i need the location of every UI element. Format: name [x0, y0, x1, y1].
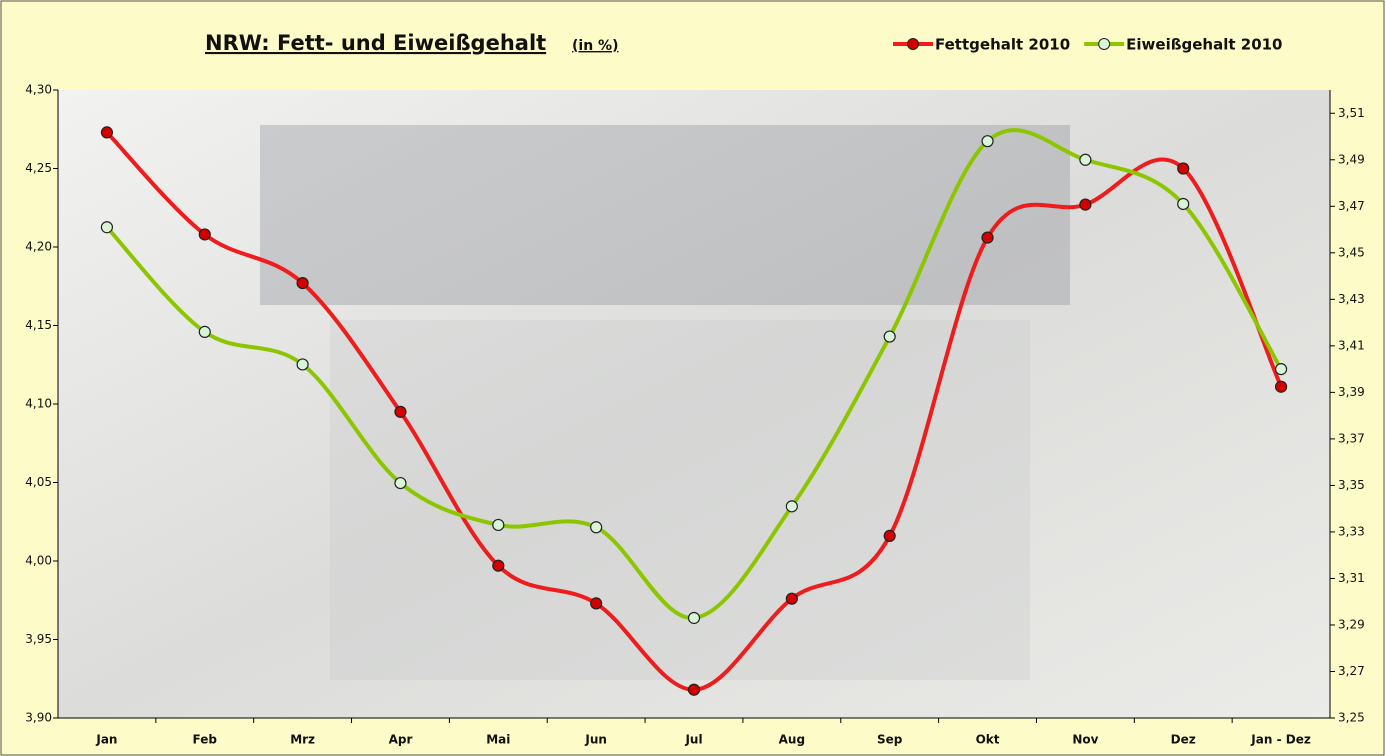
- point: [785, 500, 798, 513]
- y2-tick-label: 3,33: [1338, 524, 1365, 538]
- point: [785, 592, 798, 605]
- point: [590, 597, 603, 610]
- point: [1177, 197, 1190, 211]
- legend-label: Eiweißgehalt 2010: [1126, 36, 1282, 54]
- point: [296, 358, 309, 371]
- y2-tick-label: 3,43: [1338, 292, 1365, 306]
- y-tick-label: 3,95: [25, 632, 52, 646]
- y2-tick-label: 3,31: [1338, 571, 1365, 585]
- device-top: [260, 125, 1070, 305]
- x-tick-label: Jan: [95, 733, 117, 747]
- point: [687, 683, 701, 696]
- device-body: [330, 320, 1030, 680]
- y2-tick-label: 3,39: [1338, 385, 1365, 399]
- x-tick-label: Sep: [877, 733, 903, 747]
- point: [981, 231, 994, 244]
- x-tick-label: Dez: [1171, 733, 1196, 747]
- point: [100, 126, 114, 139]
- y2-tick-label: 3,49: [1338, 152, 1365, 166]
- y2-tick-label: 3,45: [1338, 245, 1365, 259]
- point: [1079, 153, 1092, 166]
- point: [296, 277, 309, 290]
- x-tick-label: Okt: [976, 733, 1000, 747]
- chart-title: NRW: Fett- und Eiweißgehalt: [205, 31, 546, 55]
- point: [198, 228, 211, 241]
- y-tick-label: 4,25: [25, 161, 52, 175]
- y2-tick-label: 3,51: [1338, 106, 1365, 120]
- point: [1274, 363, 1288, 376]
- x-tick-label: Nov: [1072, 733, 1098, 747]
- y2-tick-label: 3,25: [1338, 711, 1365, 725]
- x-tick-label: Mai: [486, 733, 510, 747]
- point: [883, 529, 896, 542]
- x-tick-label: Mrz: [290, 733, 315, 747]
- point: [883, 330, 896, 343]
- legend-marker: [907, 38, 919, 50]
- y-tick-label: 4,20: [25, 240, 52, 254]
- x-tick-label: Jun: [584, 733, 607, 747]
- x-tick-label: Aug: [779, 733, 805, 747]
- y2-tick-label: 3,35: [1338, 478, 1365, 492]
- point: [981, 135, 994, 148]
- y-tick-label: 4,30: [25, 83, 52, 97]
- point: [687, 611, 701, 625]
- point: [394, 476, 407, 490]
- x-tick-label: Jul: [684, 733, 702, 747]
- y-tick-label: 4,05: [25, 475, 52, 489]
- point: [492, 518, 505, 532]
- y2-tick-label: 3,47: [1338, 199, 1365, 213]
- y-tick-label: 4,15: [25, 318, 52, 332]
- x-tick-label: Jan - Dez: [1250, 733, 1311, 747]
- chart-title-unit: (in %): [572, 38, 618, 54]
- legend-label: Fettgehalt 2010: [935, 36, 1070, 54]
- x-tick-label: Feb: [193, 733, 218, 747]
- x-tick-label: Apr: [389, 733, 413, 747]
- y2-tick-label: 3,29: [1338, 617, 1365, 631]
- point: [1274, 380, 1288, 393]
- point: [590, 521, 603, 534]
- y2-tick-label: 3,37: [1338, 431, 1365, 445]
- y-tick-label: 4,10: [25, 397, 52, 411]
- y-tick-label: 3,90: [25, 711, 52, 725]
- point: [1177, 162, 1190, 175]
- y2-tick-label: 3,41: [1338, 338, 1365, 352]
- point: [198, 325, 211, 338]
- point: [394, 405, 407, 418]
- point: [100, 221, 114, 234]
- y-tick-label: 4,00: [25, 554, 52, 568]
- y2-tick-label: 3,27: [1338, 664, 1365, 678]
- point: [492, 559, 505, 572]
- legend-marker: [1098, 38, 1111, 50]
- point: [1079, 198, 1092, 211]
